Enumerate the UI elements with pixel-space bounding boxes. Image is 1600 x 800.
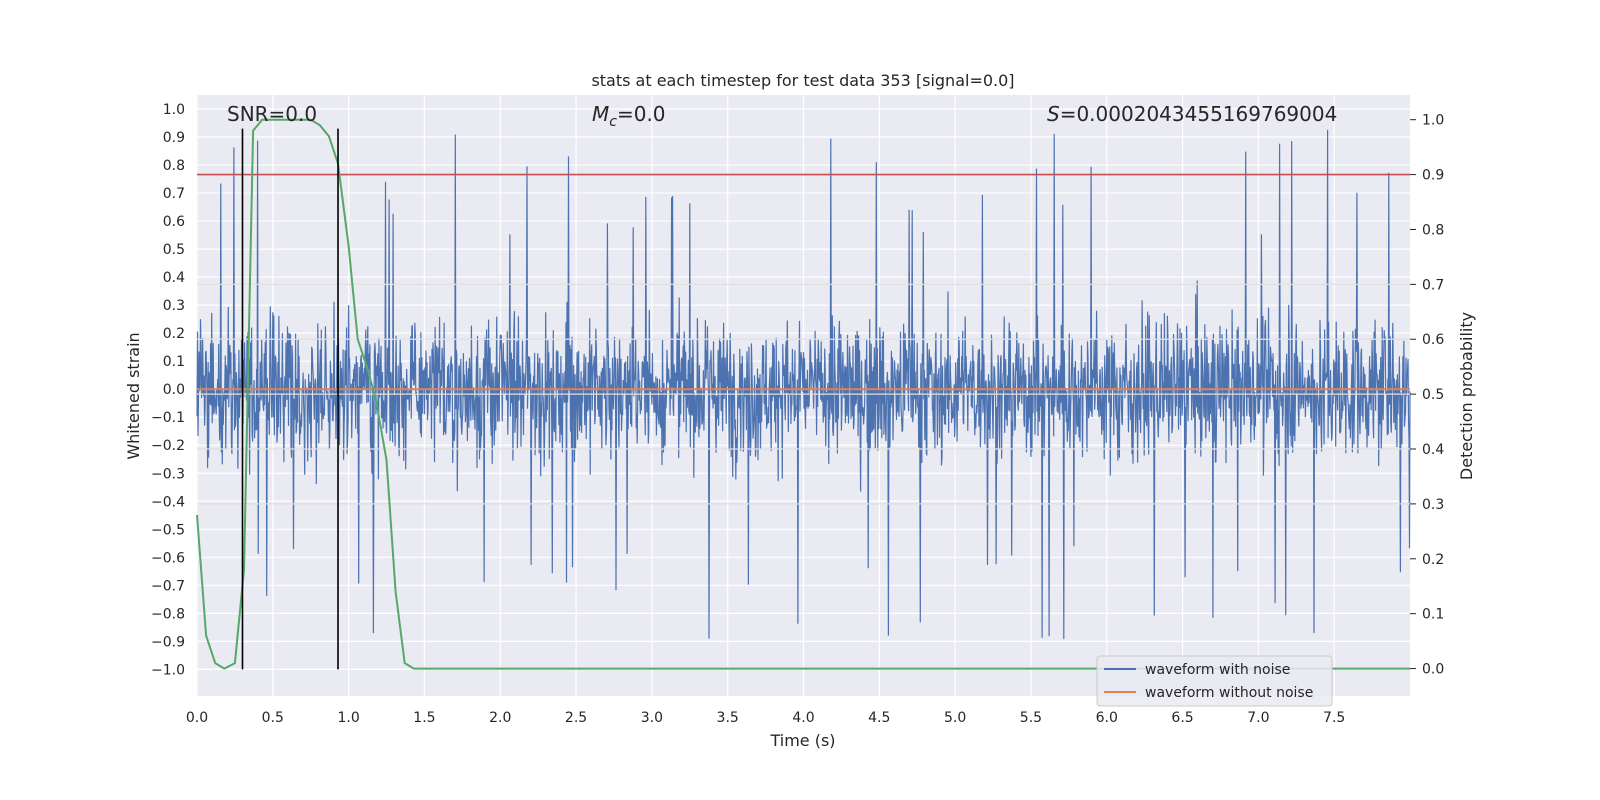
y-tick-label: −0.6 [151, 550, 185, 566]
x-tick-label: 7.0 [1247, 710, 1269, 726]
x-tick-label: 3.0 [641, 710, 663, 726]
legend-label-noise: waveform with noise [1145, 662, 1290, 678]
y2-tick-label: 0.2 [1422, 552, 1444, 568]
y2-tick-label: 0.9 [1422, 168, 1444, 184]
y-tick-label: 0.9 [163, 130, 185, 146]
waveform-with-noise-line [196, 129, 1411, 640]
x-tick-label: 0.5 [262, 710, 284, 726]
y-tick-label: 0.4 [163, 270, 185, 286]
x-tick-label: 0.0 [186, 710, 208, 726]
y2-tick-label: 1.0 [1422, 113, 1444, 129]
x-tick-label: 7.5 [1323, 710, 1345, 726]
y-tick-label: −0.4 [151, 494, 185, 510]
y2-axis-label: Detection probability [1457, 312, 1476, 480]
mc-value: =0.0 [617, 102, 666, 126]
snr-annotation: SNR=0.0 [227, 102, 317, 126]
y-tick-label: 0.5 [163, 242, 185, 258]
y-tick-label: 1.0 [163, 102, 185, 118]
lines-layer [196, 118, 1410, 670]
chart-title: stats at each timestep for test data 353… [591, 71, 1014, 90]
x-tick-label: 2.5 [565, 710, 587, 726]
mc-symbol: M [592, 102, 609, 126]
y-tick-label: −0.3 [151, 466, 185, 482]
x-tick-label: 4.5 [868, 710, 890, 726]
y2-tick-label: 0.4 [1422, 442, 1444, 458]
detection-probability-line [196, 118, 1410, 670]
y2-tick-label: 0.0 [1422, 662, 1444, 678]
y-tick-label: 0.7 [163, 186, 185, 202]
x-tick-label: 1.0 [337, 710, 359, 726]
y-tick-label: −0.5 [151, 522, 185, 538]
y2-tick-label: 0.8 [1422, 222, 1444, 238]
y2-tick-label: 0.1 [1422, 607, 1444, 623]
x-tick-label: 5.0 [944, 710, 966, 726]
x-tick-label: 4.0 [792, 710, 814, 726]
x-tick-label: 5.5 [1020, 710, 1042, 726]
x-tick-label: 6.0 [1096, 710, 1118, 726]
s-symbol: S [1047, 102, 1060, 126]
y-tick-label: −0.2 [151, 438, 185, 454]
x-axis-label: Time (s) [769, 731, 835, 750]
legend-box [1096, 655, 1333, 707]
legend-label-clean: waveform without noise [1145, 685, 1313, 701]
y-tick-label: 0.8 [163, 158, 185, 174]
y-tick-label: 0.2 [163, 326, 185, 342]
y2-tick-label: 0.3 [1422, 497, 1444, 513]
x-tick-label: 1.5 [413, 710, 435, 726]
y2-tick-label: 0.5 [1422, 387, 1444, 403]
y-tick-label: −0.7 [151, 578, 185, 594]
y-tick-label: −0.8 [151, 606, 185, 622]
y-tick-label: 0.6 [163, 214, 185, 230]
s-value: =0.0002043455169769004 [1060, 102, 1338, 126]
legend: waveform with noise waveform without noi… [1096, 655, 1333, 707]
y-tick-label: 0.0 [163, 382, 185, 398]
mc-annotation: Mc=0.0 [592, 102, 666, 130]
noise-series [196, 129, 1411, 640]
x-tick-label: 2.0 [489, 710, 511, 726]
y-axis-label: Whitened strain [124, 332, 143, 459]
y2-tick-label: 0.6 [1422, 332, 1444, 348]
y-tick-label: −0.9 [151, 634, 185, 650]
y-tick-label: −0.1 [151, 410, 185, 426]
y-tick-label: 0.1 [163, 354, 185, 370]
s-annotation: S=0.0002043455169769004 [1047, 102, 1337, 126]
x-tick-label: 6.5 [1171, 710, 1193, 726]
y2-tick-label: 0.7 [1422, 277, 1444, 293]
ticks-layer: 0.0 0.5 1.0 1.5 2.0 2.5 3.0 3.5 4.0 4.5 5.0 5.5 6.0 6… [151, 102, 1444, 726]
y-tick-label: 0.3 [163, 298, 185, 314]
y-tick-label: −1.0 [151, 662, 185, 678]
x-tick-label: 3.5 [717, 710, 739, 726]
mc-subscript: c [609, 114, 617, 130]
